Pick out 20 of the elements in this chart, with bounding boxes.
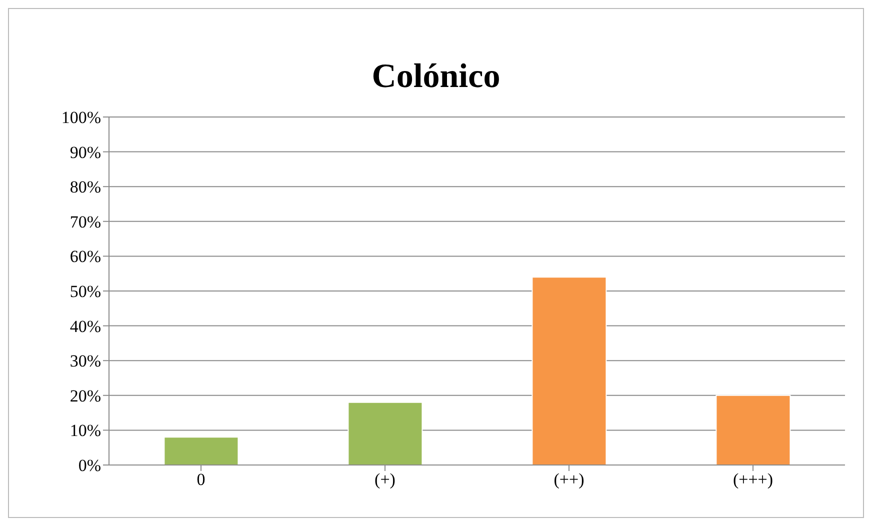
y-tick-label: 80% [70, 178, 101, 197]
y-tick-label: 10% [70, 421, 101, 440]
y-tick-label: 50% [70, 282, 101, 302]
x-tick-label: (++) [554, 470, 584, 490]
y-tick-label: 70% [70, 212, 101, 232]
bar [164, 436, 239, 465]
x-tick-label: (+) [374, 470, 396, 490]
y-tick-label: 40% [70, 316, 101, 336]
y-tick-label: 100% [61, 108, 101, 128]
chart-title: Colónico [370, 57, 502, 97]
y-tick-label: 60% [70, 247, 101, 266]
bar [348, 402, 423, 465]
y-tick-label: 90% [70, 142, 101, 162]
y-tick-label: 30% [70, 352, 101, 371]
x-tick-label: 0 [196, 470, 206, 490]
x-tick-label: (+++) [732, 470, 774, 490]
y-tick-label: 20% [70, 386, 101, 406]
bar [716, 394, 791, 465]
y-tick-label: 0% [78, 456, 101, 476]
bar [532, 276, 607, 465]
